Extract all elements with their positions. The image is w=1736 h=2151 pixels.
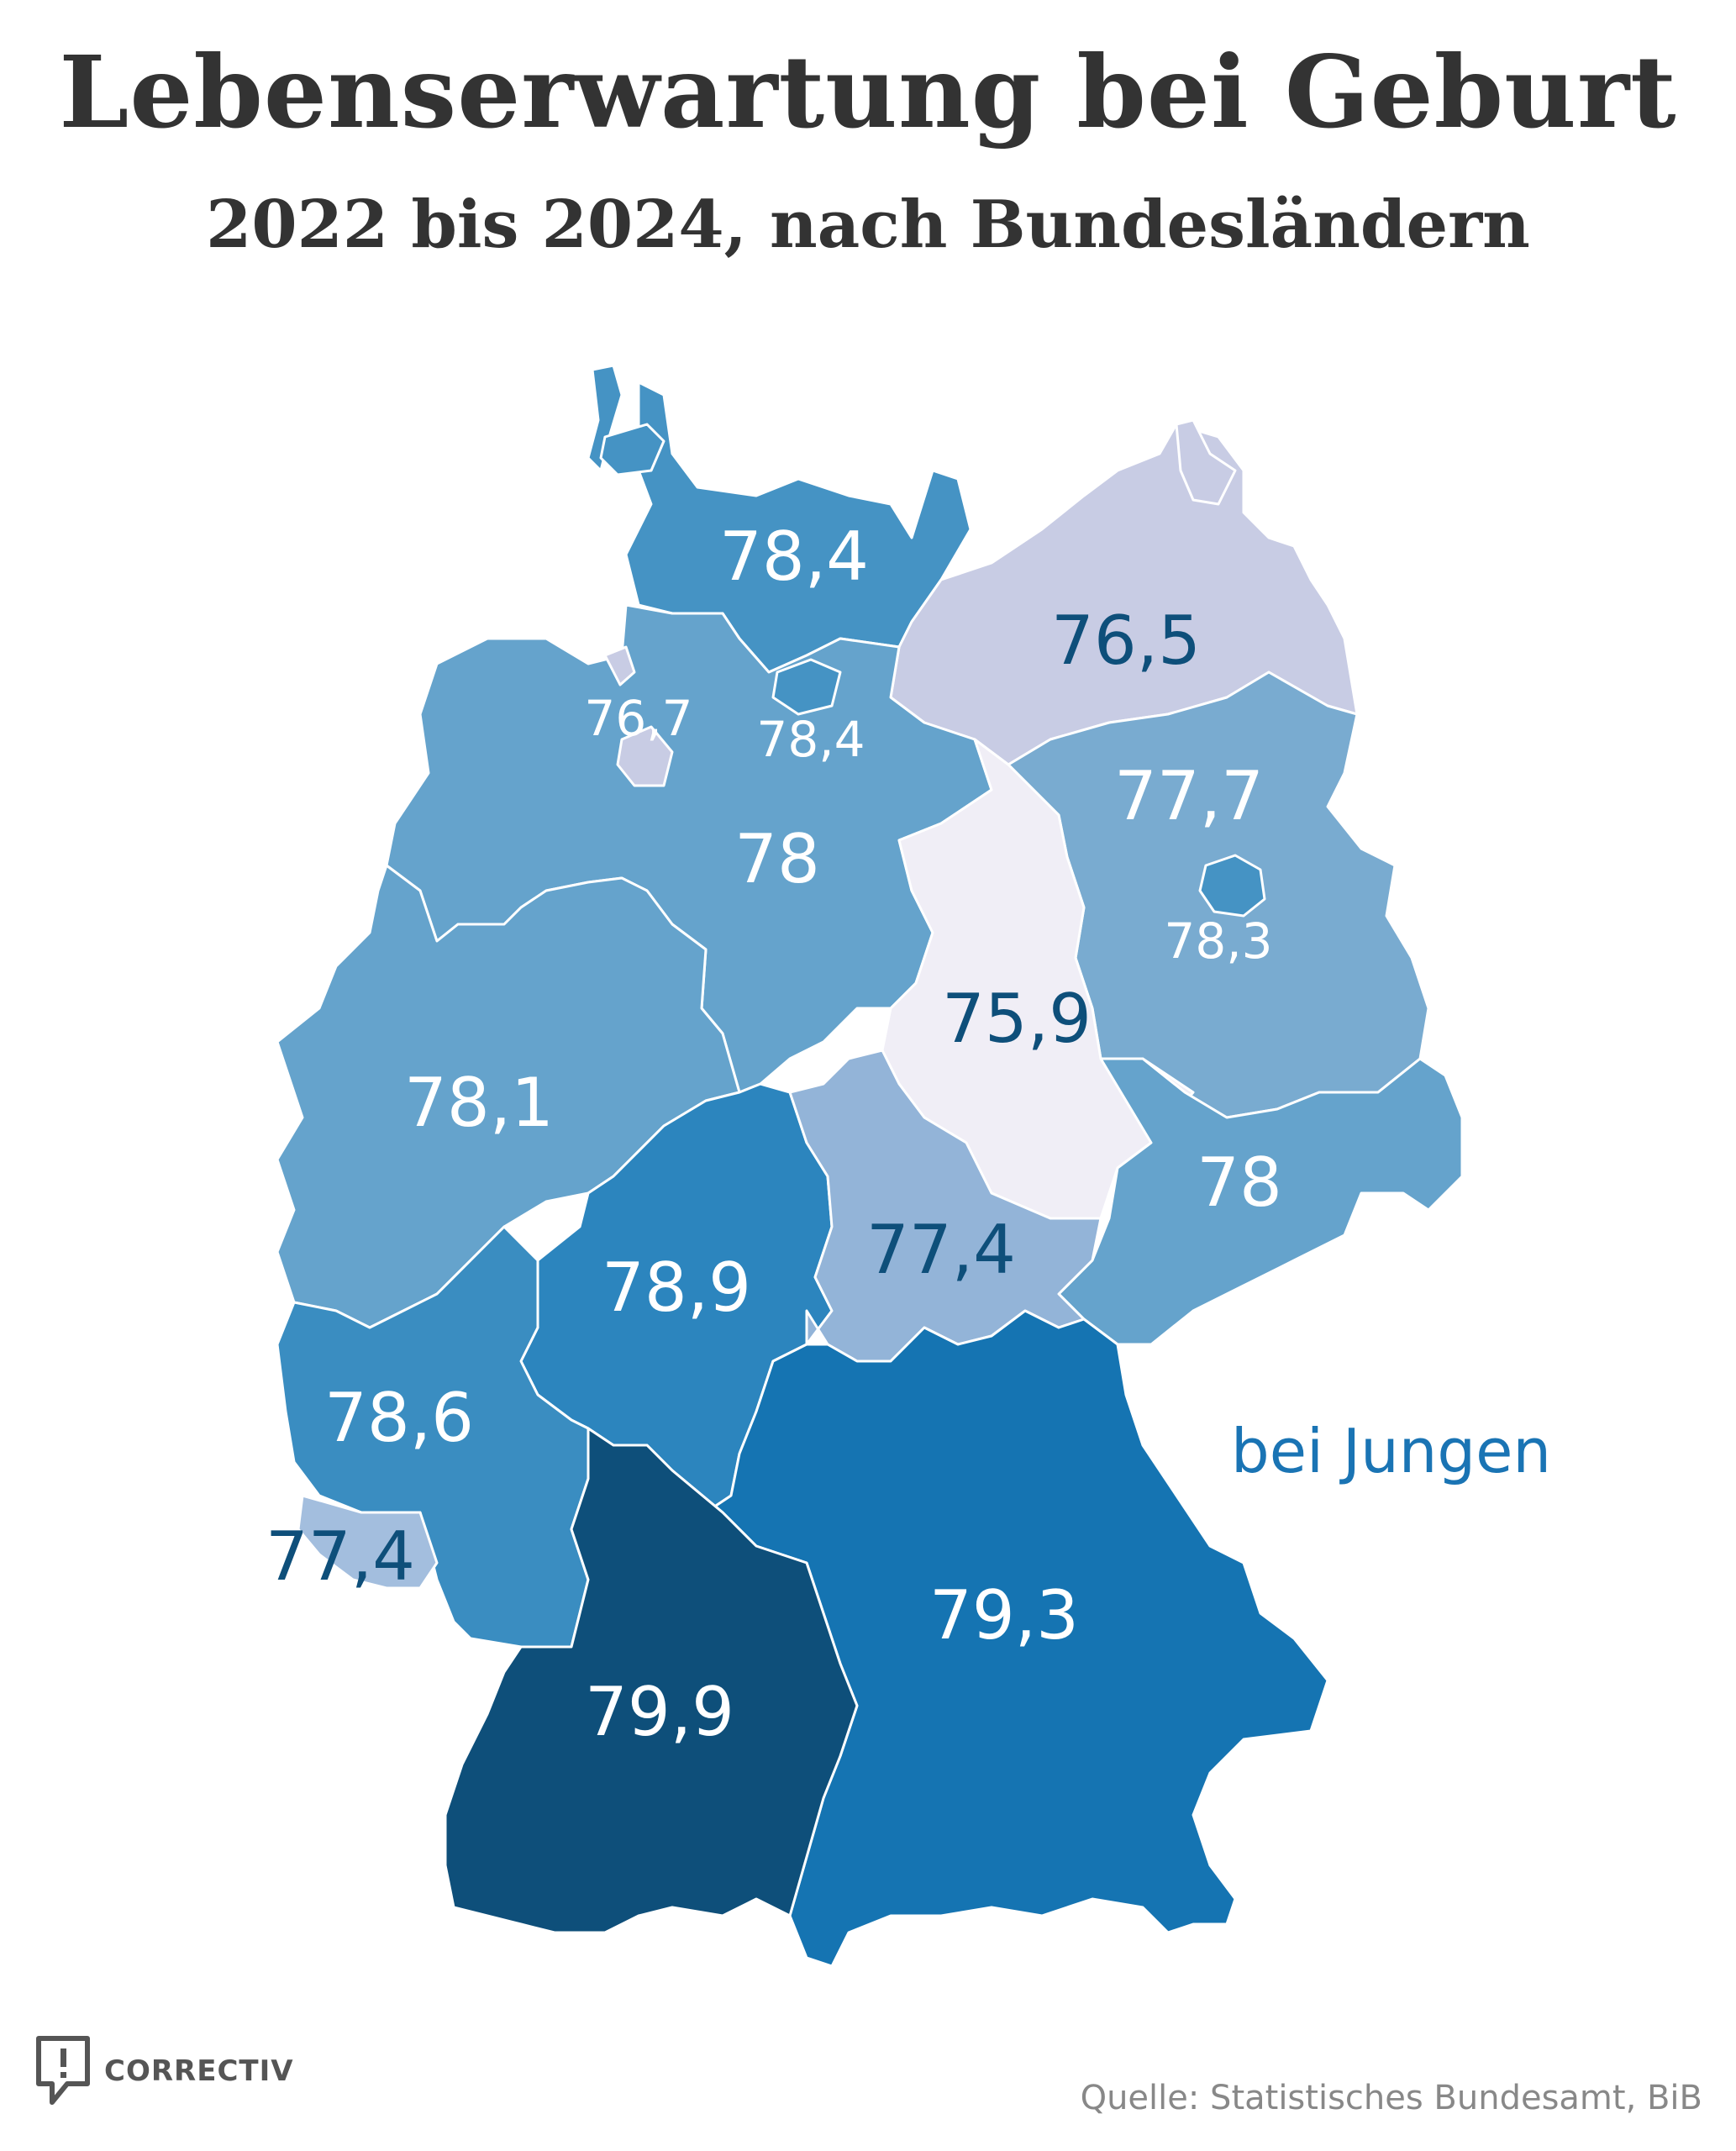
page-subtitle: 2022 bis 2024, nach Bundesländern bbox=[206, 187, 1530, 263]
value-label-sachsen: 78 bbox=[1197, 1144, 1282, 1222]
value-label-brandenburg: 77,7 bbox=[1114, 757, 1264, 835]
value-label-baden-wuerttemberg: 79,9 bbox=[585, 1673, 734, 1751]
region-mv-island bbox=[1175, 418, 1237, 506]
page-title: Lebenserwartung bei Geburt bbox=[59, 34, 1677, 150]
region-bremen bbox=[616, 725, 674, 787]
value-label-hessen: 78,9 bbox=[602, 1249, 751, 1327]
value-label-berlin: 78,3 bbox=[1164, 912, 1272, 970]
region-sh-island-b bbox=[599, 423, 665, 476]
value-label-bremen: 76,7 bbox=[584, 690, 692, 747]
region-saarland bbox=[297, 1494, 439, 1590]
legend-note: bei Jungen bbox=[1231, 1416, 1552, 1486]
value-label-niedersachsen: 78 bbox=[734, 820, 820, 898]
value-label-mecklenburg-vorpommern: 76,5 bbox=[1051, 602, 1201, 680]
correctiv-logo: CORRECTIV bbox=[34, 2033, 294, 2109]
logo-text: CORRECTIV bbox=[104, 2054, 294, 2088]
region-berlin bbox=[1198, 854, 1266, 918]
correctiv-logo-icon bbox=[36, 2036, 90, 2105]
value-label-rheinland-pfalz: 78,6 bbox=[324, 1379, 474, 1457]
value-label-sachsen-anhalt: 75,9 bbox=[942, 980, 1092, 1058]
value-label-schleswig-holstein: 78,4 bbox=[719, 518, 869, 596]
value-label-hamburg: 78,4 bbox=[756, 711, 865, 768]
region-bremerhaven bbox=[603, 645, 636, 686]
value-label-nordrhein-westfalen: 78,1 bbox=[404, 1064, 554, 1142]
region-baden-wuerttemberg bbox=[444, 1427, 859, 1934]
value-label-bayern: 79,3 bbox=[929, 1576, 1079, 1654]
region-hamburg bbox=[771, 658, 842, 716]
source-note: Quelle: Statistisches Bundesamt, BiB bbox=[1080, 2079, 1702, 2117]
value-label-thueringen: 77,4 bbox=[866, 1211, 1016, 1289]
value-label-saarland: 77,4 bbox=[266, 1517, 415, 1596]
